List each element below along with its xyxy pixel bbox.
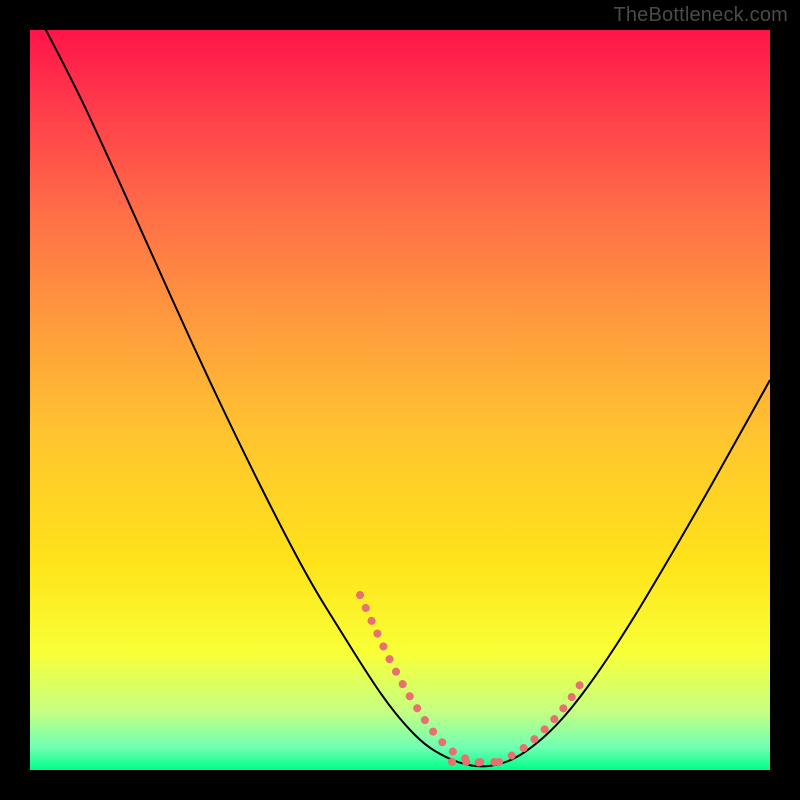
plot-gradient-background <box>30 30 770 770</box>
watermark-text: TheBottleneck.com <box>613 4 788 27</box>
chart-canvas: TheBottleneck.com <box>0 0 800 800</box>
bottleneck-curve-chart <box>0 0 800 800</box>
